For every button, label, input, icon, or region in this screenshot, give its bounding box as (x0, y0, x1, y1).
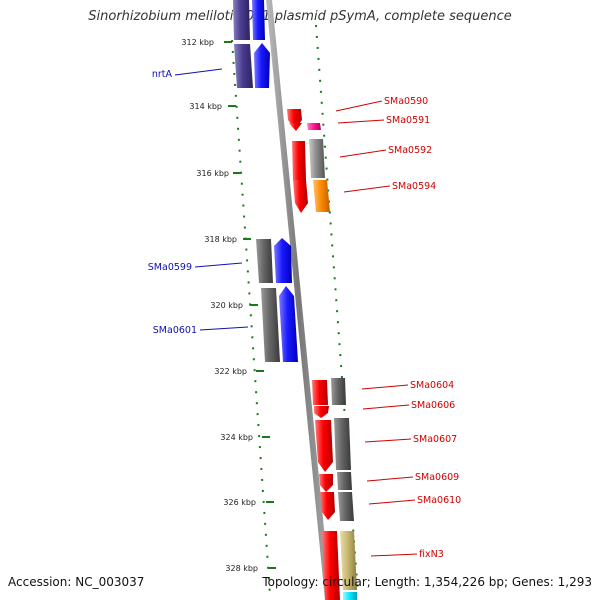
label-SMa0609[interactable]: SMa0609 (415, 472, 459, 483)
scale-tick (233, 172, 241, 174)
reverse-strand-genes (287, 109, 357, 600)
label-SMa0606[interactable]: SMa0606 (411, 400, 455, 411)
gene-SMa0591[interactable] (307, 123, 321, 130)
scale-tick (268, 567, 276, 569)
gene-arrow[interactable] (289, 123, 302, 131)
gene-SMa0607[interactable] (315, 420, 333, 472)
map-title: Sinorhizobium meliloti 1021 plasmid pSym… (88, 9, 512, 24)
leader-SMa0609 (366, 476, 414, 482)
leader-SMa0592 (339, 149, 387, 158)
gene-arrow[interactable] (343, 592, 357, 600)
gene-SMa0601[interactable] (279, 286, 298, 362)
label-SMa0594[interactable]: SMa0594 (392, 181, 436, 192)
forward-strand-genes (233, 0, 298, 362)
label-SMa0607[interactable]: SMa0607 (413, 434, 457, 445)
gene-arrow[interactable] (261, 288, 280, 362)
gene-arrow[interactable] (293, 180, 308, 213)
topology-summary: Topology: circular; Length: 1,354,226 bp… (262, 575, 592, 589)
label-leader-lines (174, 68, 418, 557)
gene-SMa0610[interactable] (320, 492, 335, 520)
gene-fixN3[interactable] (340, 531, 357, 590)
gene-SMa0594[interactable] (313, 180, 330, 212)
label-SMa0590[interactable]: SMa0590 (384, 96, 428, 107)
scale-label: 312 kbp (181, 38, 214, 47)
dna-backbone (266, 0, 331, 600)
leader-SMa0607 (364, 438, 412, 443)
label-SMa0604[interactable]: SMa0604 (410, 380, 454, 391)
leader-SMa0606 (362, 404, 410, 410)
scale-ticks: 312 kbp 314 kbp 316 kbp 318 kbp 320 kbp … (181, 38, 276, 573)
scale-label: 324 kbp (220, 433, 253, 442)
scale-label: 328 kbp (225, 564, 258, 573)
label-SMa0592[interactable]: SMa0592 (388, 145, 432, 156)
leader-SMa0591 (337, 119, 385, 124)
leader-SMa0594 (343, 185, 391, 193)
gene-SMa0599[interactable] (274, 238, 292, 283)
scale-tick (228, 105, 236, 107)
gene-SMa0609[interactable] (319, 474, 333, 492)
scale-label: 322 kbp (214, 367, 247, 376)
leader-SMa0590 (335, 100, 383, 112)
gene-arrow[interactable] (256, 239, 273, 283)
gene-arrow[interactable] (337, 472, 352, 490)
gene-arrow[interactable] (252, 0, 265, 40)
gene-SMa0592[interactable] (309, 139, 325, 178)
scale-tick (243, 238, 251, 240)
leader-SMa0601 (199, 326, 249, 331)
gene-SMa0606[interactable] (314, 406, 329, 418)
accession-text: Accession: NC_003037 (8, 575, 145, 589)
label-nrtA[interactable]: nrtA (152, 69, 173, 80)
scale-tick (266, 501, 274, 503)
gene-arrow[interactable] (334, 418, 351, 470)
label-SMa0591[interactable]: SMa0591 (386, 115, 430, 126)
gene-SMa0604[interactable] (312, 380, 328, 405)
leader-SMa0610 (368, 499, 416, 505)
scale-tick (250, 304, 258, 306)
scale-label: 316 kbp (196, 169, 229, 178)
gene-arrow[interactable] (292, 141, 306, 180)
leader-fixN3 (370, 553, 418, 557)
gene-arrow[interactable] (331, 378, 346, 405)
scale-label: 320 kbp (210, 301, 243, 310)
label-SMa0610[interactable]: SMa0610 (417, 495, 461, 506)
scale-label: 326 kbp (223, 498, 256, 507)
label-fixN3[interactable]: fixN3 (419, 549, 444, 560)
scale-label: 314 kbp (189, 102, 222, 111)
left-dotted-guide (231, 39, 271, 596)
label-SMa0601[interactable]: SMa0601 (153, 325, 197, 336)
scale-tick (224, 41, 232, 43)
gene-nrtA-backbone-half[interactable] (234, 44, 253, 88)
gene-nrtA[interactable] (254, 43, 270, 88)
gene-arrow[interactable] (233, 0, 250, 40)
gene-arrow[interactable] (338, 492, 354, 521)
leader-SMa0604 (361, 384, 409, 390)
label-SMa0599[interactable]: SMa0599 (148, 262, 192, 273)
gene-labels: nrtA SMa0599 SMa0601 SMa0590 SMa0591 SMa… (148, 69, 461, 560)
scale-label: 318 kbp (204, 235, 237, 244)
scale-tick (262, 436, 270, 438)
leader-nrtA (174, 68, 223, 76)
gene-arrow[interactable] (322, 531, 340, 600)
scale-tick (256, 370, 264, 372)
leader-SMa0599 (194, 262, 243, 268)
